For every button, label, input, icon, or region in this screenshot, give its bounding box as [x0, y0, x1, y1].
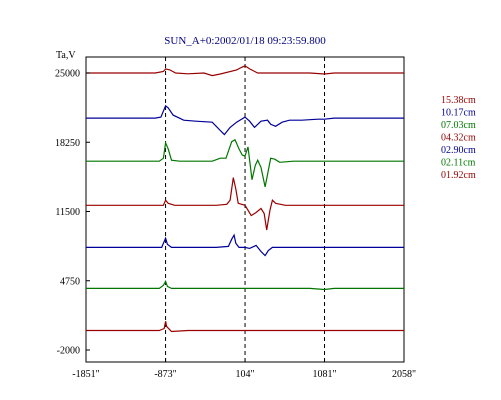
vertical-marker-lines — [165, 57, 326, 362]
y-tick-label: 18250 — [55, 138, 80, 149]
legend-item-10.17cm: 10.17cm — [441, 108, 476, 119]
legend-item-01.92cm: 01.92cm — [441, 170, 476, 181]
legend-item-15.38cm: 15.38cm — [441, 95, 476, 106]
series-line-02.11cm — [86, 279, 404, 291]
y-tick-label: 4750 — [60, 276, 80, 287]
legend-item-02.90cm: 02.90cm — [441, 145, 476, 156]
x-tick-label: 2058" — [392, 369, 416, 380]
series-line-07.03cm — [86, 138, 404, 188]
legend-item-04.32cm: 04.32cm — [441, 133, 476, 144]
legend-item-07.03cm: 07.03cm — [441, 120, 476, 131]
y-tick-label: -2000 — [57, 346, 80, 357]
x-tick-label: 1081" — [312, 369, 336, 380]
x-tick-label: -1851" — [72, 369, 99, 380]
series-line-01.92cm — [86, 321, 404, 333]
y-axis-label: Ta,V — [56, 50, 76, 61]
series-line-10.17cm — [86, 104, 404, 136]
x-tick-label: 104" — [235, 369, 254, 380]
legend-item-02.11cm: 02.11cm — [441, 158, 476, 169]
series-line-15.38cm — [86, 65, 404, 77]
chart-title: SUN_A+0:2002/01/18 09:23:59.800 — [164, 35, 326, 47]
y-axis-ticks: 25000 18250 11500 4750 -2000 — [55, 69, 90, 357]
series-line-04.32cm — [86, 177, 404, 231]
y-tick-label: 25000 — [55, 69, 80, 80]
x-tick-label: -873" — [154, 369, 176, 380]
series-line-02.90cm — [86, 233, 404, 257]
y-tick-label: 11500 — [55, 207, 80, 218]
x-axis-ticks: -1851" -873" 104" 1081" 2058" — [72, 358, 416, 380]
series-lines — [86, 65, 404, 333]
